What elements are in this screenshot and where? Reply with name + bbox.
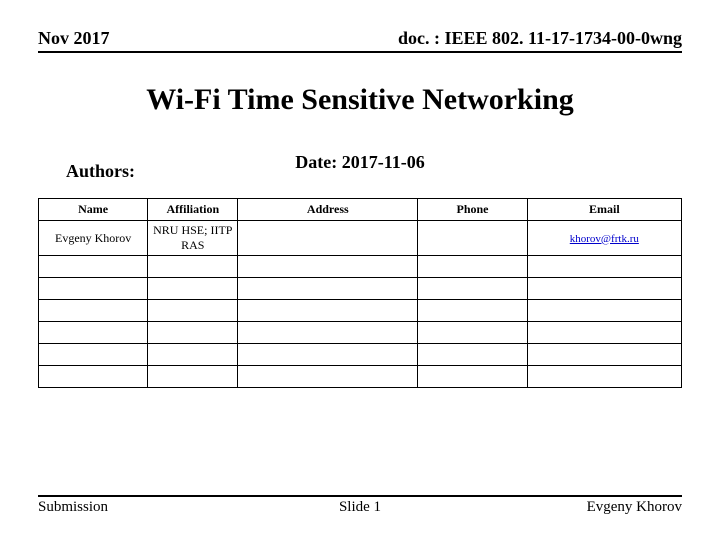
cell-address [238,256,418,278]
cell-name [39,344,148,366]
cell-email [527,366,681,388]
col-header-phone: Phone [418,199,527,221]
cell-address [238,344,418,366]
cell-affiliation [148,366,238,388]
cell-phone [418,278,527,300]
cell-address [238,278,418,300]
cell-email [527,300,681,322]
col-header-email: Email [527,199,681,221]
table-row [39,278,682,300]
cell-phone [418,322,527,344]
cell-email [527,256,681,278]
cell-email: khorov@frtk.ru [527,221,681,256]
authors-table: Name Affiliation Address Phone Email Evg… [38,198,682,388]
page-title: Wi-Fi Time Sensitive Networking [38,83,682,117]
cell-name [39,300,148,322]
cell-address [238,366,418,388]
cell-phone [418,344,527,366]
cell-phone [418,300,527,322]
cell-phone [418,256,527,278]
cell-affiliation [148,344,238,366]
cell-email [527,278,681,300]
document-footer: Submission Slide 1 Evgeny Khorov [38,495,682,516]
mid-section: Date: 2017-11-06 Authors: [38,117,682,192]
cell-phone [418,221,527,256]
table-row [39,344,682,366]
table-row [39,300,682,322]
cell-affiliation [148,300,238,322]
header-docref: doc. : IEEE 802. 11-17-1734-00-0wng [398,28,682,49]
footer-center: Slide 1 [339,499,381,516]
cell-address [238,300,418,322]
table-header-row: Name Affiliation Address Phone Email [39,199,682,221]
cell-affiliation [148,322,238,344]
table-row: Evgeny KhorovNRU HSE; IITP RAS khorov@frt… [39,221,682,256]
col-header-affiliation: Affiliation [148,199,238,221]
cell-email [527,344,681,366]
authors-label: Authors: [66,161,682,182]
col-header-address: Address [238,199,418,221]
table-row [39,366,682,388]
cell-name [39,322,148,344]
header-date: Nov 2017 [38,28,110,49]
cell-name [39,366,148,388]
cell-name: Evgeny Khorov [39,221,148,256]
cell-address [238,322,418,344]
cell-name [39,278,148,300]
col-header-name: Name [39,199,148,221]
document-header: Nov 2017 doc. : IEEE 802. 11-17-1734-00-… [38,28,682,53]
cell-name [39,256,148,278]
cell-address [238,221,418,256]
email-link[interactable]: khorov@frtk.ru [570,233,639,245]
table-row [39,256,682,278]
cell-affiliation [148,278,238,300]
footer-left: Submission [38,499,108,516]
cell-email [527,322,681,344]
cell-affiliation: NRU HSE; IITP RAS [148,221,238,256]
footer-right: Evgeny Khorov [587,499,682,516]
table-row [39,322,682,344]
cell-affiliation [148,256,238,278]
cell-phone [418,366,527,388]
